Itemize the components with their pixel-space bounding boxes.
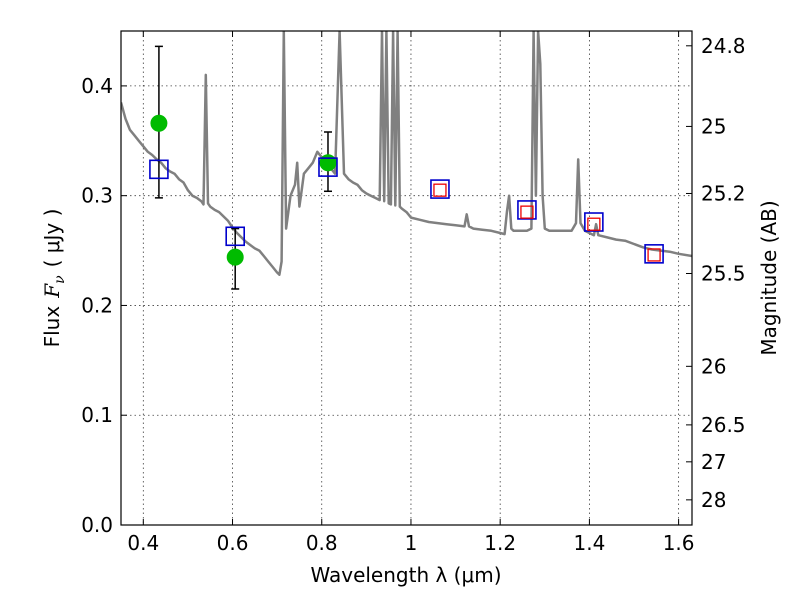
model-point: [149, 159, 169, 180]
y-axis-label: Flux Fν ( μJy ): [40, 209, 68, 348]
y2-axis-label: Magnitude (AB): [757, 200, 781, 355]
x-tick-label: 0.8: [306, 531, 338, 555]
y-label-symbol: F: [40, 283, 64, 299]
y-tick-label: 0.1: [81, 403, 113, 427]
y2-tick-label: 25: [701, 114, 726, 138]
model-point: [430, 179, 450, 199]
observed-point: [150, 114, 168, 132]
x-tick-label: 1.4: [573, 531, 605, 555]
spectrum-layer: [121, 31, 692, 276]
observed-point: [319, 154, 337, 172]
y2-tick-label: 27: [701, 450, 726, 474]
x-tick-label: 1: [405, 531, 418, 555]
observed-point: [226, 248, 244, 266]
predicted-point: [587, 217, 601, 231]
y-label-unit: ( μJy ): [40, 209, 64, 268]
y2-tick-label: 25.2: [701, 181, 746, 205]
spectrum-line: [121, 31, 692, 276]
x-tick-label: 1.2: [484, 531, 516, 555]
y-tick-label: 0.0: [81, 513, 113, 537]
plot-frame: [120, 30, 693, 526]
model-point: [584, 212, 604, 232]
y-tick-label: 0.4: [81, 74, 113, 98]
y2-tick-label: 26: [701, 354, 726, 378]
y2-tick-label: 24.8: [701, 34, 746, 58]
model-point: [517, 200, 537, 220]
y2-tick-label: 28: [701, 488, 726, 512]
y2-tick-label: 25.5: [701, 262, 746, 286]
x-tick-label: 0.4: [127, 531, 159, 555]
marker-layer: [149, 45, 664, 290]
y2-tick-label: 26.5: [701, 413, 746, 437]
model-point: [318, 157, 338, 177]
predicted-point: [647, 248, 661, 262]
x-axis-label: Wavelength λ (μm): [310, 563, 501, 587]
tick-layer: 0.4 0.6 0.8 1 1.2 1.4 1.6 0.0 0.1 0.2 0.3 0.4 24.8 25…: [81, 31, 746, 555]
y-tick-label: 0.2: [81, 293, 113, 317]
y-label-prefix: Flux: [40, 306, 64, 348]
model-point: [225, 226, 245, 247]
y-label-subscript: ν: [52, 275, 68, 284]
predicted-point: [433, 183, 447, 197]
x-tick-label: 1.6: [663, 531, 695, 555]
x-tick-label: 0.6: [217, 531, 249, 555]
model-point: [644, 244, 664, 264]
predicted-point: [520, 205, 534, 219]
y-tick-label: 0.3: [81, 184, 113, 208]
